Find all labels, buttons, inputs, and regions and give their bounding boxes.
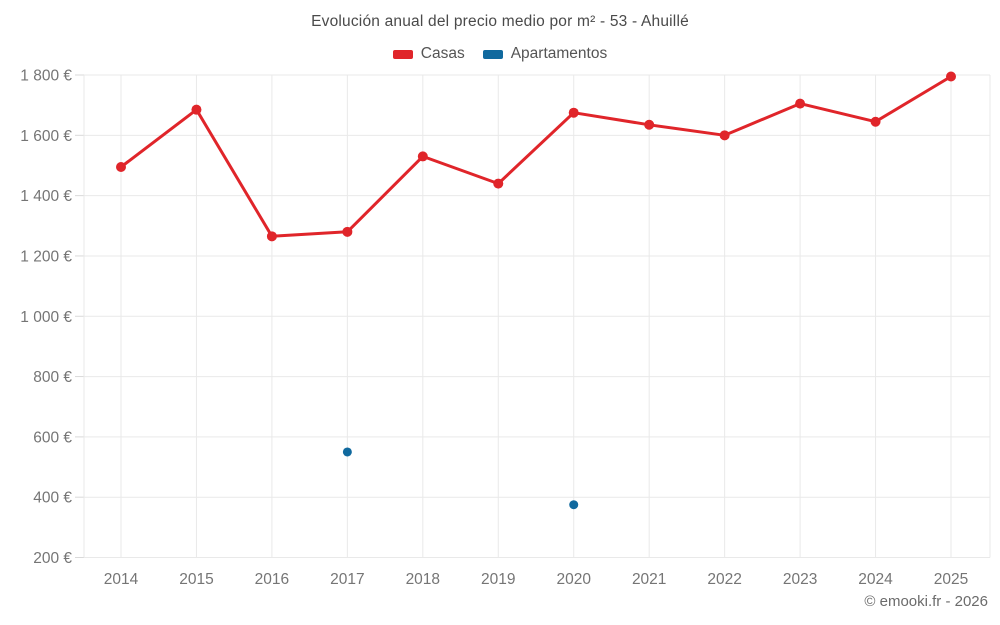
data-point-casas-2020[interactable] xyxy=(568,107,579,118)
y-axis-label: 200 € xyxy=(33,550,72,567)
y-axis-label: 400 € xyxy=(33,490,72,507)
legend-label-casas: Casas xyxy=(420,45,465,62)
data-point-casas-2023[interactable] xyxy=(795,98,806,109)
y-axis-label: 1 600 € xyxy=(20,128,72,145)
data-point-casas-2024[interactable] xyxy=(870,116,881,127)
legend-label-apartamentos: Apartamentos xyxy=(510,45,608,62)
data-point-casas-2015[interactable] xyxy=(191,104,202,115)
x-axis-label: 2025 xyxy=(934,571,968,588)
legend-item-casas[interactable]: Casas xyxy=(392,45,465,63)
y-axis-label: 1 200 € xyxy=(20,248,72,265)
chart-title: Evolución anual del precio medio por m² … xyxy=(311,13,689,30)
data-point-casas-2018[interactable] xyxy=(417,151,428,162)
x-axis-label: 2024 xyxy=(858,571,893,588)
data-point-casas-2021[interactable] xyxy=(644,119,655,130)
x-axis-label: 2017 xyxy=(330,571,364,588)
legend-item-apartamentos[interactable]: Apartamentos xyxy=(482,45,608,63)
chart-legend: Casas Apartamentos xyxy=(0,45,1000,63)
y-axis-label: 600 € xyxy=(33,429,72,446)
x-axis-label: 2023 xyxy=(783,571,817,588)
x-axis-label: 2021 xyxy=(632,571,666,588)
data-point-casas-2017[interactable] xyxy=(342,226,353,237)
copyright-footer: © emooki.fr - 2026 xyxy=(864,593,988,610)
x-axis-label: 2016 xyxy=(255,571,289,588)
series-line-casas xyxy=(119,75,953,238)
data-point-apartamentos-2017[interactable] xyxy=(342,447,352,457)
y-axis-label: 1 800 € xyxy=(20,68,72,85)
data-point-casas-2025[interactable] xyxy=(946,71,956,82)
legend-swatch-casas-icon xyxy=(392,49,413,59)
y-axis-label: 1 400 € xyxy=(20,188,72,205)
data-point-casas-2016[interactable] xyxy=(266,231,277,242)
data-point-apartamentos-2020[interactable] xyxy=(569,500,579,510)
data-point-casas-2022[interactable] xyxy=(719,130,730,141)
x-axis-label: 2020 xyxy=(556,571,591,588)
x-axis-label: 2019 xyxy=(481,571,515,588)
x-axis-label: 2018 xyxy=(406,571,440,588)
x-axis-label: 2022 xyxy=(707,571,741,588)
data-point-casas-2019[interactable] xyxy=(493,178,504,189)
y-axis-label: 800 € xyxy=(33,369,72,386)
y-axis-label: 1 000 € xyxy=(20,309,72,326)
data-point-casas-2014[interactable] xyxy=(116,161,126,172)
x-axis-label: 2015 xyxy=(179,571,213,588)
legend-swatch-apartamentos-icon xyxy=(482,49,503,59)
x-axis-label: 2014 xyxy=(104,571,139,588)
